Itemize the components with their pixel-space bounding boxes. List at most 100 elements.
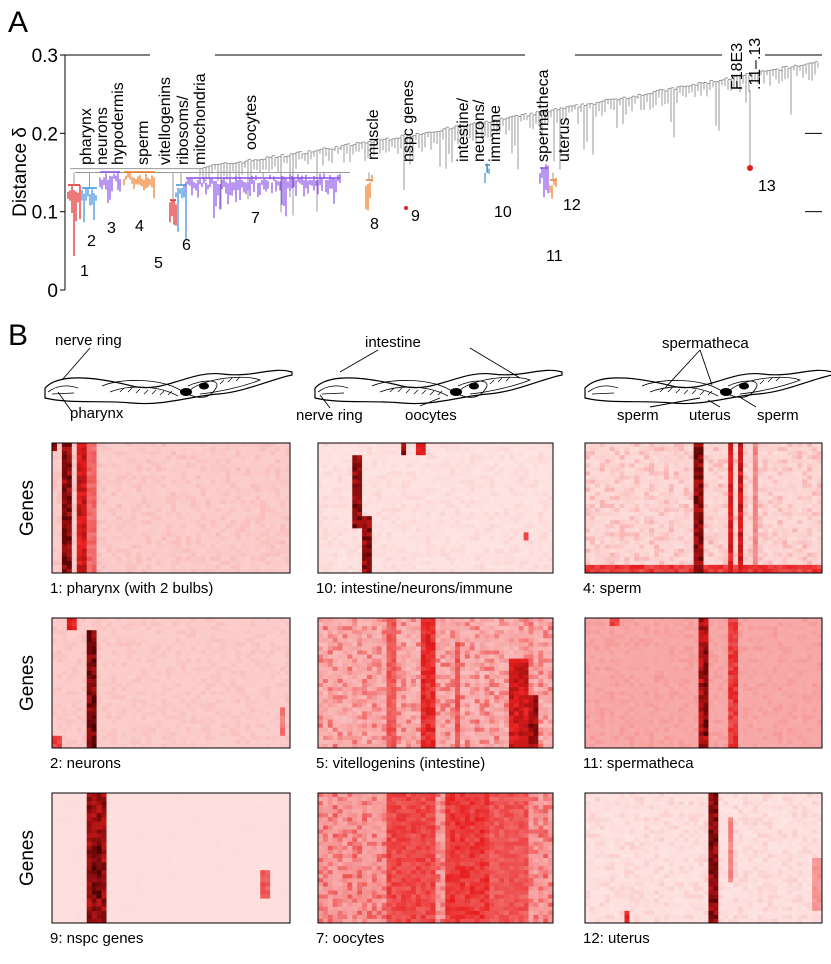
heatmap-cell [372,524,377,528]
heatmap-cell [67,520,72,524]
heatmap-cell [323,443,328,447]
heatmap-cell [323,488,328,492]
heatmap-cell [216,500,221,504]
heatmap-cell [763,561,768,565]
heatmap-cell [625,565,630,569]
heatmap-cell [260,471,265,475]
heatmap-cell [52,451,57,455]
heatmap-cell [121,528,126,532]
heatmap-cell [465,476,470,480]
heatmap-cell [141,459,146,463]
heatmap-cell [659,496,664,500]
heatmap-cell [255,504,260,508]
heatmap-cell [191,484,196,488]
heatmap-cell [426,467,431,471]
heatmap-cell [357,463,362,467]
heatmap-cell [67,549,72,553]
heatmap-cell [342,549,347,553]
heatmap-cell [533,520,538,524]
heatmap-cell [396,471,401,475]
heatmap-cell [260,451,265,455]
heatmap-cell [585,524,590,528]
heatmap-cell [445,532,450,536]
cluster-label: muscle [365,109,382,160]
heatmap-cell [778,520,783,524]
heatmap-cell [112,504,117,508]
heatmap-cell [171,476,176,480]
heatmap-cell [605,492,610,496]
heatmap-cell [97,467,102,471]
heatmap-cell [201,545,206,549]
heatmap-cell [92,565,97,569]
heatmap-cell [509,463,514,467]
heatmap-cell [235,447,240,451]
heatmap-cell [176,565,181,569]
heatmap-cell [387,443,392,447]
heatmap-cell [748,524,753,528]
heatmap-cell [634,557,639,561]
heatmap-cell [161,500,166,504]
heatmap-cell [514,524,519,528]
heatmap-cell [625,516,630,520]
heatmap-cell [704,561,709,565]
heatmap-cell [112,532,117,536]
heatmap-cell [684,480,689,484]
heatmap-cell [62,451,67,455]
heatmap-cell [121,476,126,480]
heatmap-cell [131,553,136,557]
heatmap-cell [509,492,514,496]
heatmap-cell [778,447,783,451]
heatmap-cell [126,549,131,553]
heatmap-cell [684,488,689,492]
heatmap-cell [484,471,489,475]
heatmap-cell [156,565,161,569]
heatmap-cell [699,492,704,496]
heatmap-cell [605,512,610,516]
heatmap-cell [595,484,600,488]
heatmap-cell [634,471,639,475]
heatmap-cell [166,471,171,475]
heatmap-cell [763,536,768,540]
heatmap-cell [342,451,347,455]
heatmap-cell [470,520,475,524]
heatmap-cell [585,549,590,553]
heatmap-cell [529,484,534,488]
heatmap-cell [743,549,748,553]
heatmap-cell [708,480,713,484]
heatmap-cell [211,480,216,484]
heatmap-cell [166,492,171,496]
heatmap-cell [131,524,136,528]
heatmap-cell [270,451,275,455]
heatmap-cell [620,484,625,488]
heatmap-cell [634,545,639,549]
heatmap-cell [758,451,763,455]
heatmap-cell [519,536,524,540]
heatmap-cell [615,553,620,557]
heatmap-cell [708,549,713,553]
heatmap-cell [649,508,654,512]
heatmap-cell [221,496,226,500]
heatmap-cell [156,541,161,545]
heatmap-cell [196,484,201,488]
heatmap-cell [270,553,275,557]
heatmap-cell [77,512,82,516]
heatmap-cell [704,520,709,524]
heatmap-cell [231,536,236,540]
heatmap-cell [615,541,620,545]
heatmap-cell [605,545,610,549]
heatmap-cell [406,476,411,480]
heatmap-cell [659,492,664,496]
heatmap-cell [615,561,620,565]
heatmap-cell [102,512,107,516]
heatmap-cell [504,516,509,520]
heatmap-cell [595,455,600,459]
heatmap-cell [156,561,161,565]
heatmap-cell [753,447,758,451]
heatmap-cell [146,480,151,484]
heatmap-cell [102,561,107,565]
heatmap-cell [639,463,644,467]
heatmap-cell [107,512,112,516]
heatmap-cell [763,459,768,463]
heatmap-cell [615,451,620,455]
heatmap-cell [255,443,260,447]
